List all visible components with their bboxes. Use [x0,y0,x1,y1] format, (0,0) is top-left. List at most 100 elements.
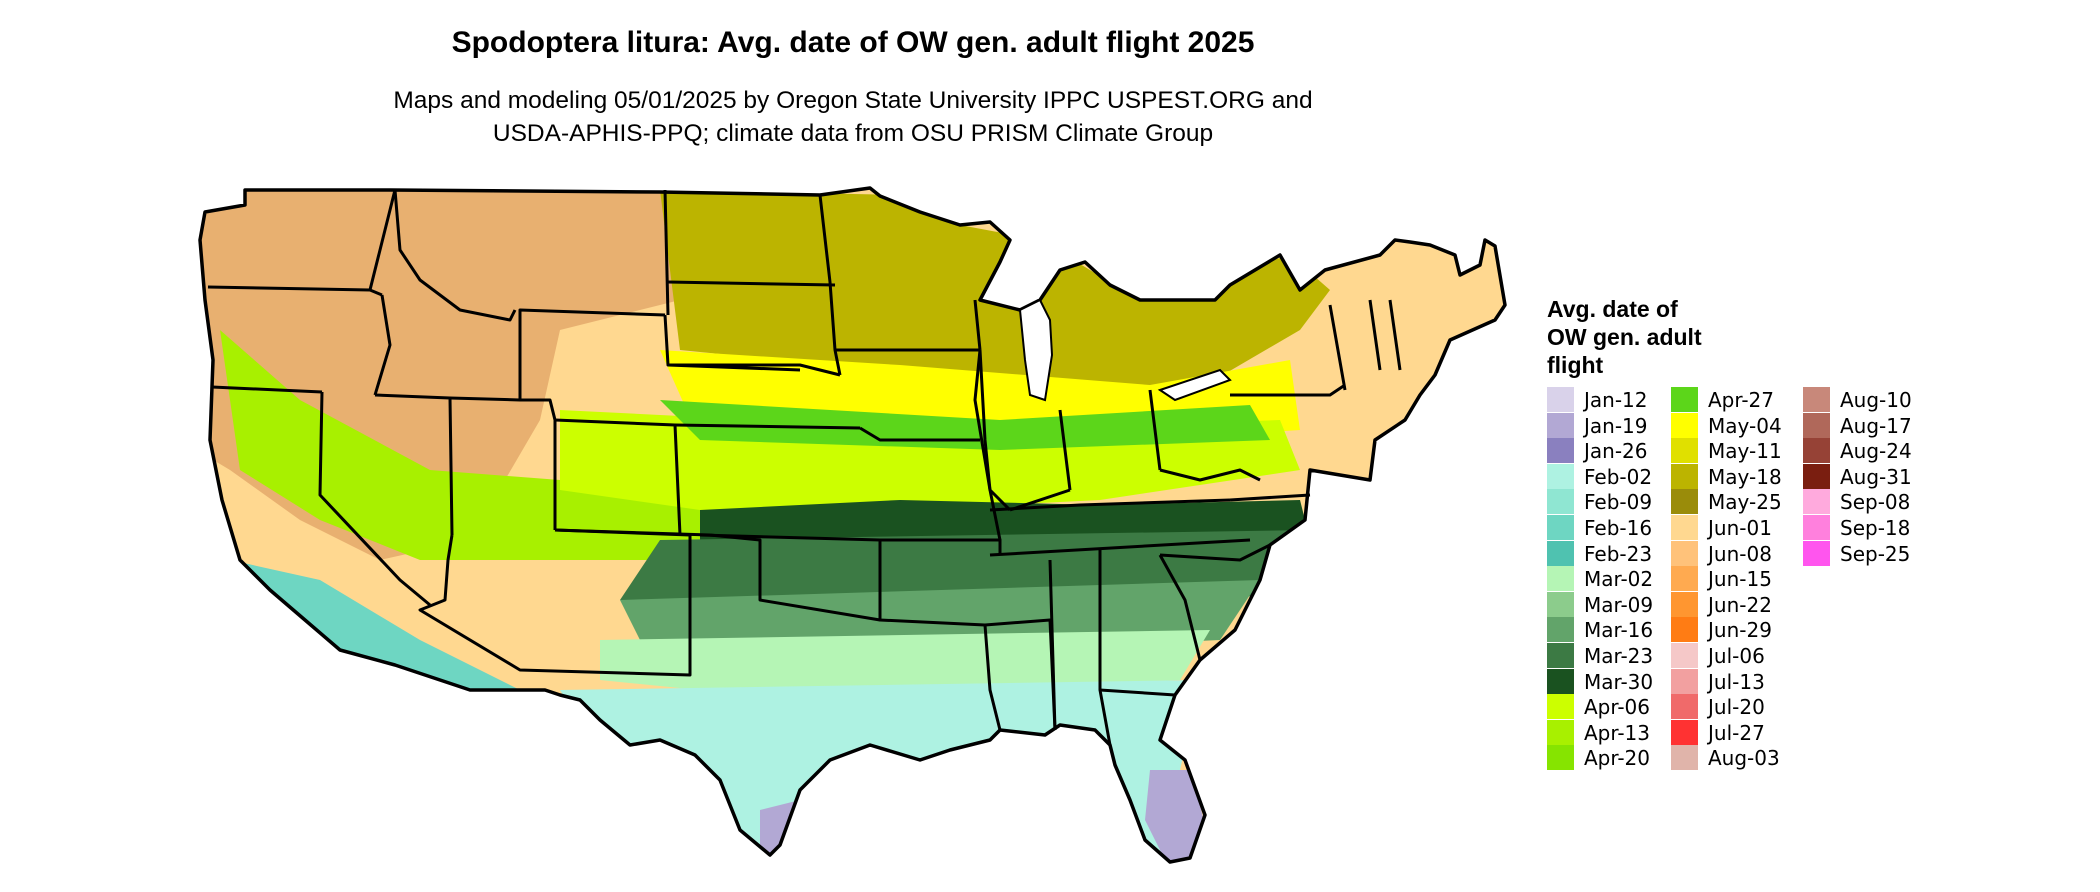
legend-item: May-04 [1671,412,1811,439]
state-line-in-oh [1058,409,1072,491]
state-line-oh-pa [1148,389,1162,471]
state-line-tx-la [983,624,1002,731]
legend-swatch [1547,719,1574,745]
state-line-ut-co [520,398,557,530]
legend-label: May-04 [1708,413,1782,438]
state-line-nd-sd [667,280,836,287]
legend-swatch [1803,438,1830,464]
legend-item: Jan-12 [1547,387,1687,413]
legend-label: Sep-18 [1840,516,1911,540]
state-line-tx-ok [709,533,881,622]
state-line-nd-mn [818,194,842,376]
legend-swatch [1671,387,1698,412]
legend-item: Mar-30 [1547,668,1687,695]
legend-item: Feb-16 [1547,515,1687,541]
legend-label: Feb-02 [1584,464,1653,489]
state-line-idaho [368,189,397,291]
state-line-ia-mo [859,426,980,442]
legend-item: Apr-27 [1671,387,1811,413]
legend-label: Jan-19 [1584,413,1648,438]
state-line-ga-fl [1099,688,1176,697]
subtitle-line-2: USDA-APHIS-PPQ; climate data from OSU PR… [492,120,1214,147]
state-line-az [418,528,692,677]
legend-item: Apr-06 [1547,694,1687,720]
map-subtitle: Maps and modeling 05/01/2025 by Oregon S… [0,84,1706,150]
legend-swatch [1547,745,1574,771]
legend-swatch [1671,412,1698,438]
legend-item: Jan-19 [1547,412,1687,439]
legend-label: Mar-02 [1584,567,1654,592]
legend-item: Feb-02 [1547,463,1687,490]
legend-item: Apr-20 [1547,745,1687,771]
legend-swatch [1671,745,1698,771]
state-line-id-west [373,294,392,396]
legend-item: May-11 [1671,438,1811,464]
state-line-sc-ga [1158,554,1202,661]
legend-label: Jul-13 [1708,669,1765,694]
legend-swatch [1547,463,1574,489]
state-line-wi-mi [973,299,982,351]
legend-swatch [1547,438,1574,464]
state-line-mt-nd [663,189,670,316]
state-line-tn [989,538,1251,557]
legend-swatch [1803,540,1830,566]
legend-label: May-18 [1708,464,1782,489]
legend-item: Jun-15 [1671,566,1811,592]
legend-item: Jul-27 [1671,719,1811,746]
legend-label: Apr-13 [1584,720,1650,745]
legend-title-line-2: OW gen. adult [1547,324,1702,350]
legend-label: Jul-27 [1708,720,1765,745]
state-line-il-in [973,349,1012,512]
region-gulf-light [600,630,1210,690]
us-border [198,186,1507,864]
legend-swatch [1671,668,1698,694]
state-boundaries [207,189,1402,746]
legend-swatch [1803,489,1830,515]
legend-label: May-11 [1708,439,1782,464]
legend-item: Jun-08 [1671,540,1811,567]
legend-item: May-18 [1671,463,1811,490]
state-line-pa-ny [1230,383,1346,397]
state-line-ok-ks [699,533,986,627]
legend-title: Avg. date of OW gen. adult flight [1547,295,1702,379]
subtitle-line-1: Maps and modeling 05/01/2025 by Oregon S… [393,87,1313,114]
lake-erie [1157,368,1232,402]
legend-swatch [1671,617,1698,643]
legend-swatch [1803,412,1830,438]
legend-label: Mar-30 [1584,669,1654,694]
legend-label: Apr-20 [1584,746,1650,771]
legend-item: Aug-10 [1803,387,1943,413]
legend-item: Jun-29 [1671,617,1811,643]
legend-swatch [1547,617,1574,643]
legend-label: Mar-23 [1584,644,1654,668]
state-line-ms-al [1048,559,1057,731]
legend-swatch [1547,591,1574,617]
map-fill-regions [200,188,1505,862]
legend-swatch [1547,694,1574,720]
legend-swatch [1547,515,1574,540]
legend-title-line-3: flight [1547,352,1604,378]
legend-item: Sep-18 [1803,515,1943,541]
legend-swatch [1547,412,1574,438]
legend-swatch [1671,438,1698,464]
legend-swatch [1671,694,1698,720]
lake-michigan [1018,298,1054,402]
region-west-green [220,330,700,560]
legend-item: Feb-23 [1547,540,1687,567]
legend-swatch [1671,489,1698,515]
legend-item: Jul-06 [1671,643,1811,669]
state-line-in-ky [1009,488,1071,512]
state-line-ky-tn [989,498,1231,512]
legend-item: Mar-16 [1547,617,1687,643]
region-green-band [660,400,1270,450]
legend-swatch [1671,719,1698,745]
legend-item: Mar-09 [1547,591,1687,618]
legend-swatch [1803,463,1830,489]
legend-label: Jun-22 [1708,592,1772,617]
legend-item: Sep-25 [1803,540,1943,567]
legend-swatch [1671,463,1698,489]
legend-item: Jan-26 [1547,438,1687,464]
legend-label: Feb-23 [1584,541,1653,566]
legend-title-line-1: Avg. date of [1547,296,1678,322]
state-line-wv-va [1159,468,1261,482]
